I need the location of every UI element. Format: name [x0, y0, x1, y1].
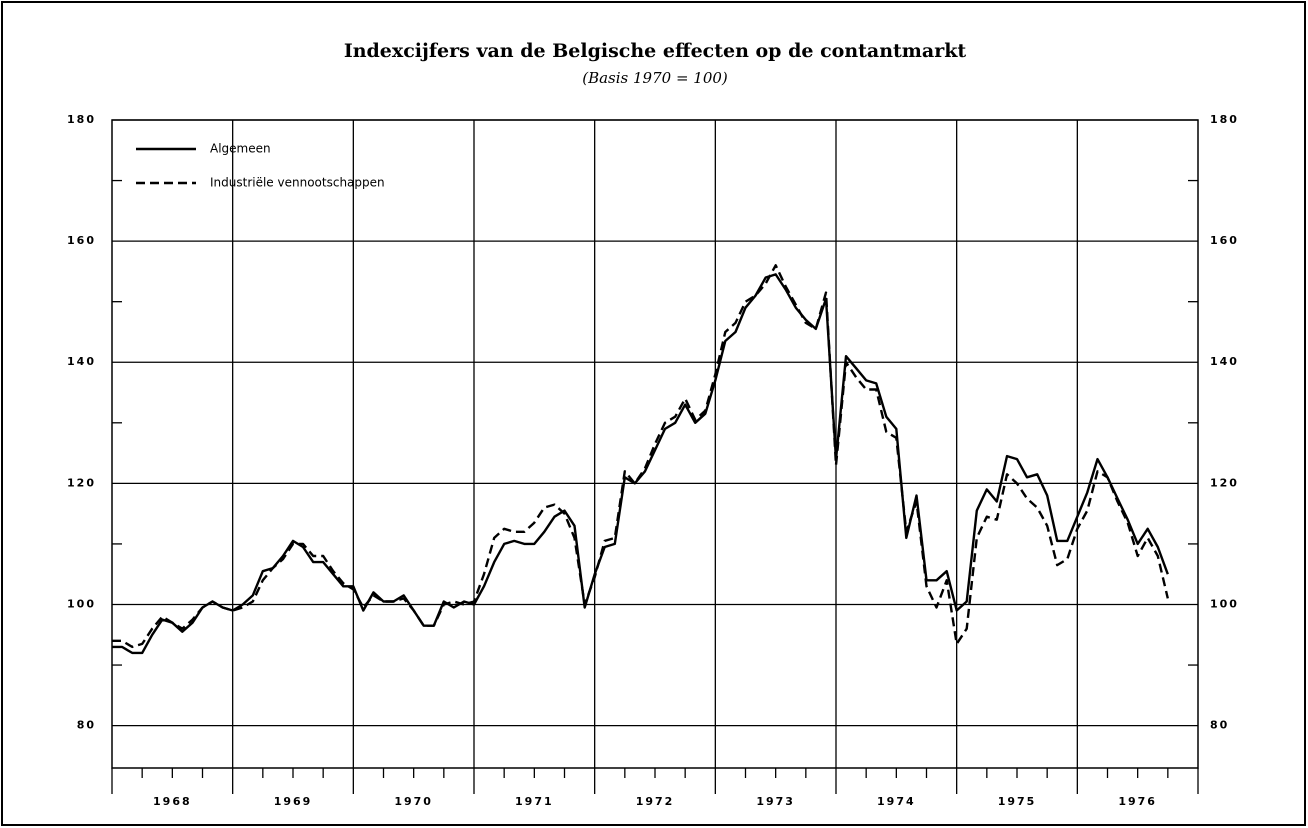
- x-tick-label: 1974: [877, 795, 916, 808]
- legend-label: Industriële vennootschappen: [210, 176, 385, 190]
- y2-tick-label: 80: [1210, 719, 1229, 732]
- y2-tick-label: 180: [1210, 113, 1239, 126]
- chart-subtitle: (Basis 1970 = 100): [582, 69, 728, 87]
- x-tick-label: 1969: [274, 795, 313, 808]
- y-tick-label: 80: [77, 719, 96, 732]
- y2-tick-label: 140: [1210, 355, 1239, 368]
- y2-tick-label: 100: [1210, 597, 1239, 610]
- x-tick-label: 1972: [636, 795, 675, 808]
- y-tick-label: 100: [67, 597, 96, 610]
- y-tick-label: 120: [67, 476, 96, 489]
- y2-tick-label: 120: [1210, 476, 1239, 489]
- x-tick-label: 1975: [998, 795, 1037, 808]
- y-tick-label: 140: [67, 355, 96, 368]
- x-tick-label: 1971: [515, 795, 554, 808]
- plot-area: [111, 119, 1199, 769]
- legend-label: Algemeen: [210, 142, 271, 156]
- x-tick-label: 1968: [153, 795, 192, 808]
- x-tick-label: 1970: [394, 795, 433, 808]
- y2-tick-label: 160: [1210, 234, 1239, 247]
- y-tick-label: 180: [67, 113, 96, 126]
- y-tick-label: 160: [67, 234, 96, 247]
- x-tick-label: 1976: [1118, 795, 1157, 808]
- chart-title: Indexcijfers van de Belgische effecten o…: [344, 40, 967, 62]
- series-line: [112, 264, 1169, 649]
- x-tick-label: 1973: [756, 795, 795, 808]
